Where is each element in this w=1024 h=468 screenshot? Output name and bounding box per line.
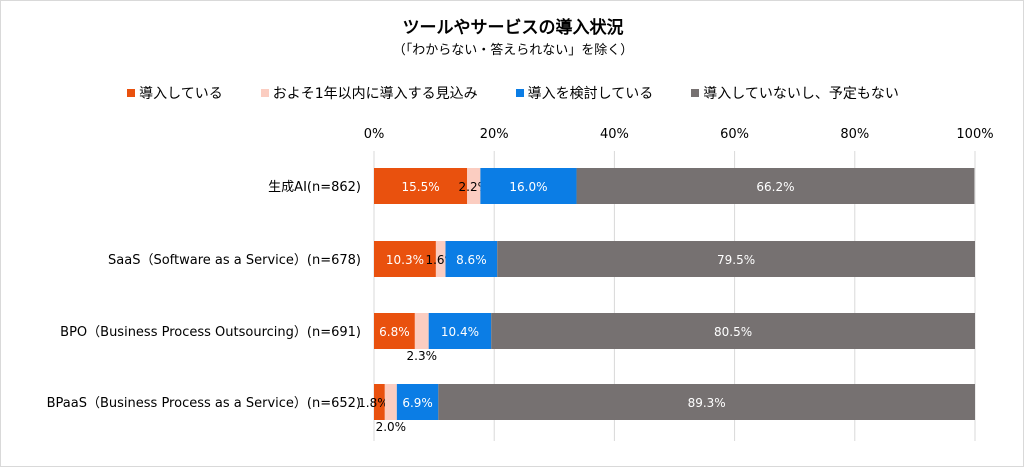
data-label: 15.5% (402, 180, 440, 194)
data-label: 80.5% (714, 325, 752, 339)
data-label: 79.5% (717, 253, 755, 267)
legend-item: 導入していないし、予定もない (691, 83, 899, 103)
bar-segment (374, 168, 468, 204)
legend-swatch (260, 89, 269, 97)
x-tick-label: 0% (364, 127, 385, 142)
data-label: 66.2% (756, 180, 794, 194)
data-label: 89.3% (688, 396, 726, 410)
legend-item: 導入を検討している (515, 83, 654, 103)
x-tick-label: 40% (600, 127, 629, 142)
x-tick-label: 100% (956, 127, 993, 142)
data-label: 2.3% (407, 349, 438, 363)
bar-segment (438, 384, 975, 420)
category-label: BPaaS（Business Process as a Service）(n=6… (47, 396, 361, 411)
bar-segment (374, 313, 415, 349)
bar-segment (497, 241, 975, 277)
bar-segment (445, 241, 498, 277)
legend-label: 導入している (139, 86, 223, 102)
bar-segment (374, 241, 436, 277)
chart-title: ツールやサービスの導入状況 (402, 18, 624, 38)
bar-segment (396, 384, 439, 420)
legend-swatch (515, 89, 524, 97)
x-tick-label: 60% (720, 127, 749, 142)
data-label: 16.0% (509, 180, 547, 194)
bar-segment (384, 384, 397, 420)
legend-label: 導入を検討している (527, 86, 654, 102)
bar-segment (576, 168, 975, 204)
data-label: 10.4% (441, 325, 479, 339)
bar-segment (435, 241, 446, 277)
bar-segment (428, 313, 492, 349)
x-tick-label: 80% (840, 127, 869, 142)
legend-item: 導入している (127, 83, 223, 103)
bar-segment (480, 168, 577, 204)
bar-segment (374, 384, 385, 420)
data-label: 2.0% (376, 420, 407, 434)
bar-segment (414, 313, 429, 349)
data-label: 8.6% (456, 253, 487, 267)
legend: 導入している およそ1年以内に導入する見込み 導入を検討している 導入していないし、予… (1, 83, 1024, 103)
data-label: 1.8% (358, 396, 389, 410)
legend-label: 導入していないし、予定もない (703, 86, 899, 102)
category-label: BPO（Business Process Outsourcing）(n=691) (60, 325, 361, 340)
legend-item: およそ1年以内に導入する見込み (260, 83, 478, 103)
bar-segment (467, 168, 481, 204)
legend-swatch (127, 89, 136, 97)
data-label: 6.8% (379, 325, 410, 339)
legend-swatch (691, 89, 700, 97)
x-tick-label: 20% (480, 127, 509, 142)
category-label: SaaS（Software as a Service）(n=678) (108, 253, 361, 268)
data-label: 6.9% (402, 396, 433, 410)
chart-subtitle: （「わからない・答えられない」を除く） (392, 43, 634, 58)
data-label: 10.3% (386, 253, 424, 267)
bar-segment (491, 313, 975, 349)
category-label: 生成AI(n=862) (268, 180, 361, 195)
legend-label: およそ1年以内に導入する見込み (272, 86, 478, 102)
